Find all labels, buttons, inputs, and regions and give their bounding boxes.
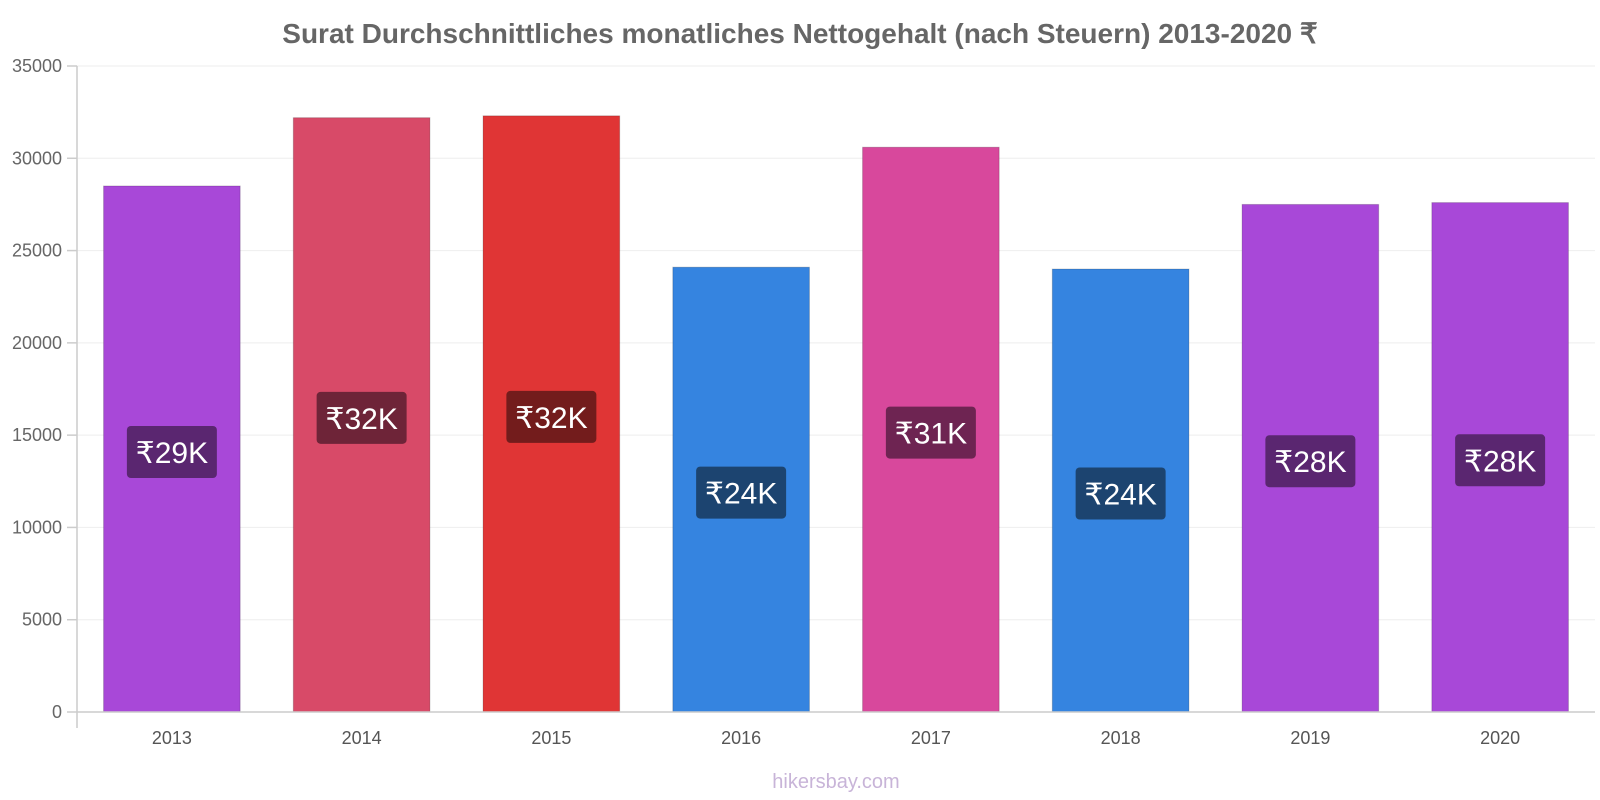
data-label-2014: ₹32K [316,391,407,444]
y-tick-label: 30000 [12,148,62,168]
y-axis-ticks: 0 5000 10000 15000 20000 25000 30000 35000 [12,56,77,722]
data-label-text: ₹28K [1464,445,1536,478]
data-label-background [696,466,787,519]
data-label-text: ₹29K [136,437,208,470]
x-tick-label: 2017 [911,728,951,748]
x-tick-label: 2016 [721,728,761,748]
data-label-background [1075,467,1166,520]
data-label-background [1265,435,1356,488]
y-tick-label: 15000 [12,425,62,445]
data-label-background [316,391,407,444]
data-label-2019: ₹28K [1265,435,1356,488]
data-label-text: ₹32K [325,403,397,436]
x-tick-label: 2015 [531,728,571,748]
y-tick-label: 10000 [12,517,62,537]
data-labels: ₹29K ₹32K ₹32K ₹24K ₹31K ₹24K ₹28K ₹28K [126,390,1546,520]
axes [76,66,1595,728]
y-tick-label: 35000 [12,56,62,76]
data-label-text: ₹32K [515,402,587,435]
data-label-2015: ₹32K [506,390,597,443]
footer-source: hikersbay.com [772,771,899,793]
data-label-background [885,406,976,459]
data-label-text: ₹24K [705,478,777,511]
y-tick-label: 5000 [22,610,62,630]
data-label-background [126,425,217,478]
data-label-background [1455,434,1546,487]
data-label-2013: ₹29K [126,425,217,478]
x-tick-label: 2019 [1290,728,1330,748]
data-label-text: ₹31K [895,418,967,451]
x-tick-label: 2013 [152,728,192,748]
data-label-text: ₹24K [1084,479,1156,512]
x-tick-label: 2014 [342,728,382,748]
y-tick-label: 25000 [12,241,62,261]
y-tick-label: 0 [52,702,62,722]
x-axis-ticks: 2013 2014 2015 2016 2017 2018 2019 2020 [152,728,1520,748]
data-label-text: ₹28K [1274,446,1346,479]
data-label-2017: ₹31K [885,406,976,459]
x-tick-label: 2020 [1480,728,1520,748]
data-label-background [506,390,597,443]
chart-title: Surat Durchschnittliches monatliches Net… [282,18,1318,49]
y-tick-label: 20000 [12,333,62,353]
data-label-2016: ₹24K [696,466,787,519]
x-tick-label: 2018 [1101,728,1141,748]
data-label-2018: ₹24K [1075,467,1166,520]
data-label-2020: ₹28K [1455,434,1546,487]
